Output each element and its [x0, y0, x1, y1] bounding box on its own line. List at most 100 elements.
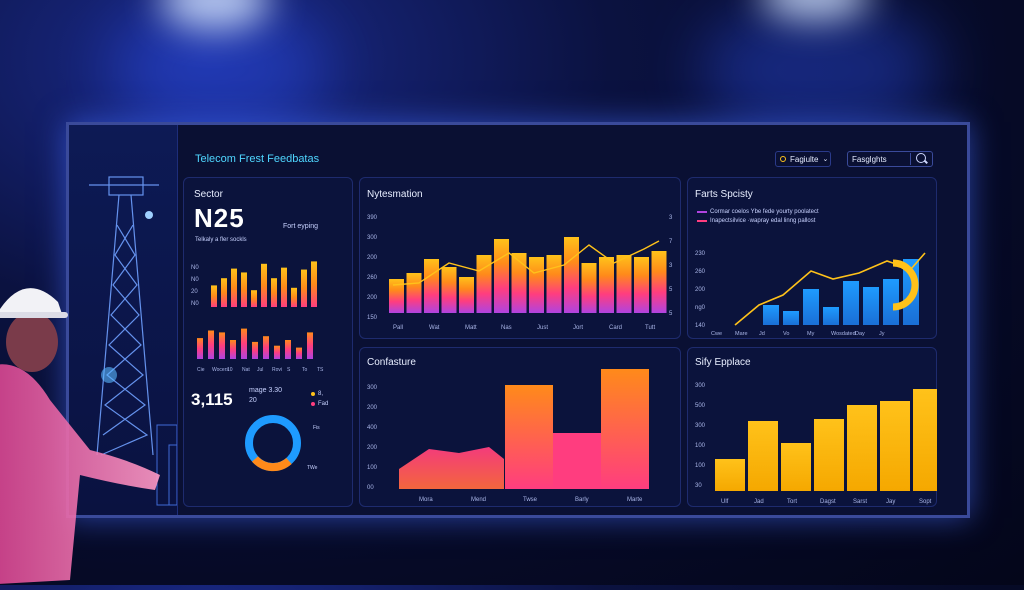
farts-bar: [763, 305, 779, 325]
nytesmation-title: Nytesmation: [367, 189, 423, 200]
sector-ytick: N0: [191, 265, 199, 271]
farts-ytick: 260: [695, 269, 706, 275]
nytesmation-ytick-right: 3: [669, 263, 673, 269]
search-divider: [910, 153, 911, 165]
filter-dropdown[interactable]: Fagiulte ⌄: [775, 151, 831, 167]
nytesmation-line: [392, 240, 660, 286]
confasture-area: [399, 447, 504, 489]
nytesmation-xtick: Just: [537, 325, 548, 331]
farts-ytick: 200: [695, 287, 706, 293]
nytesmation-bar: [616, 255, 632, 313]
filter-label: Fagiulte: [790, 154, 819, 164]
sector-bar-secondary: [197, 338, 203, 359]
farts-spcisty-chart: 230 260 200 ng0 140 Cwe Mare Jd Vo My Wosdated Day J…: [695, 251, 926, 337]
sify-ytick: 100: [695, 463, 706, 469]
nytesmation-bar: [424, 259, 439, 313]
farts-xtick: Jy: [879, 331, 885, 337]
nytesmation-bar: [564, 237, 579, 313]
filter-icon: [780, 156, 786, 162]
search-icon[interactable]: [916, 153, 926, 163]
sector-bar: [301, 269, 307, 307]
sector-xtick: TS: [317, 367, 324, 373]
sector-donut-chart: [245, 415, 301, 472]
sector-bar: [291, 287, 297, 307]
sector-kpi: N25: [194, 203, 245, 233]
sector-legend-2: Fad: [311, 401, 328, 407]
search-input[interactable]: Fasglghts: [847, 151, 933, 167]
farts-legend-2: Inapectsilvice ·wapray edal linng pallos…: [697, 218, 815, 224]
confasture-xtick: Marte: [627, 497, 643, 503]
nytesmation-bar: [581, 263, 597, 313]
sify-bar: [880, 401, 910, 491]
farts-ytick: 140: [695, 323, 706, 329]
sector-xtick: Wocers: [212, 367, 229, 373]
confasture-ytick: 200: [367, 405, 378, 411]
sector-bar-secondary: [208, 330, 214, 359]
dashboard-title: Telecom Frest Feedbatas: [195, 153, 320, 165]
confasture-ytick: 400: [367, 425, 378, 431]
farts-xtick: My: [807, 331, 815, 337]
sify-xtick: Dagst: [820, 499, 836, 505]
sify-xtick: Sarst: [853, 499, 867, 505]
confasture-xtick: Barly: [575, 497, 589, 503]
farts-xtick: Mare: [735, 331, 748, 337]
light-beam-right: [700, 0, 940, 140]
confasture-ytick: 300: [367, 385, 378, 391]
sector-legend-1: 8,: [311, 391, 323, 397]
sify-xtick: Tort: [787, 499, 797, 505]
search-placeholder: Fasglghts: [852, 154, 887, 164]
sector-xtick: Jul: [257, 367, 263, 373]
sector-bar-secondary: [252, 341, 258, 359]
nytesmation-ytick: 260: [367, 275, 378, 281]
confasture-ytick: 100: [367, 465, 378, 471]
farts-xtick: Wosdated: [831, 331, 856, 337]
farts-bar: [803, 289, 819, 325]
sector-kpi-secondary: 3,115: [191, 390, 233, 409]
sector-xtick: Nat: [242, 367, 250, 373]
farts-bar: [883, 279, 899, 325]
sify-xtick: Ulf: [721, 499, 729, 505]
farts-bar: [823, 307, 839, 325]
farts-bar: [843, 281, 859, 325]
confasture-xtick: Mend: [471, 497, 486, 503]
nytesmation-xtick: Jort: [573, 325, 583, 331]
sector-xtick: 10: [227, 367, 233, 373]
confasture-title: Confasture: [367, 357, 416, 368]
confasture-bar: [553, 433, 601, 489]
nytesmation-bar: [529, 257, 544, 313]
confasture-xtick: Mora: [419, 497, 433, 503]
sify-ytick: 100: [695, 443, 706, 449]
sector-xtick: To: [302, 367, 308, 373]
nytesmation-xtick: Card: [609, 325, 622, 331]
sify-xtick: Jay: [886, 499, 895, 505]
confasture-bar: [601, 369, 649, 489]
nytesmation-bar: [599, 257, 614, 313]
nytesmation-bar: [476, 255, 492, 313]
farts-xtick: Vo: [783, 331, 789, 337]
donut-label-2: TWe: [307, 465, 318, 471]
nytesmation-xtick: Matt: [465, 325, 477, 331]
confasture-bar: [505, 385, 553, 489]
sector-bar: [281, 267, 287, 307]
sector-kpi-secondary-sub1: mage 3.30: [249, 387, 283, 394]
farts-xtick: Cwe: [711, 331, 722, 337]
sector-xtick: Cie: [197, 367, 205, 373]
sector-bar-secondary: [230, 340, 236, 359]
sector-bar: [221, 278, 227, 307]
sector-bar: [271, 278, 277, 307]
nytesmation-bar: [546, 255, 562, 313]
sector-bar-secondary: [307, 332, 313, 359]
nytesmation-bar: [511, 253, 527, 313]
sector-bar-secondary: [263, 336, 269, 359]
nytesmation-ytick-right: 5: [669, 311, 673, 317]
nytesmation-ytick-right: 3: [669, 215, 673, 221]
sector-sub-label: Telkaly a fler sockls: [195, 237, 247, 243]
farts-xtick: Day: [855, 331, 865, 337]
nytesmation-ytick: 150: [367, 315, 378, 321]
nytesmation-xtick: Wat: [429, 325, 440, 331]
nytesmation-chart: 390 300 200 260 200 150 3 7 3 5 5 Pall Wat Matt Nas Jus…: [367, 215, 673, 331]
nytesmation-ytick-right: 5: [669, 287, 673, 293]
sector-ytick: N0: [191, 277, 199, 283]
sify-epplace-title: Sify Epplace: [695, 357, 751, 368]
